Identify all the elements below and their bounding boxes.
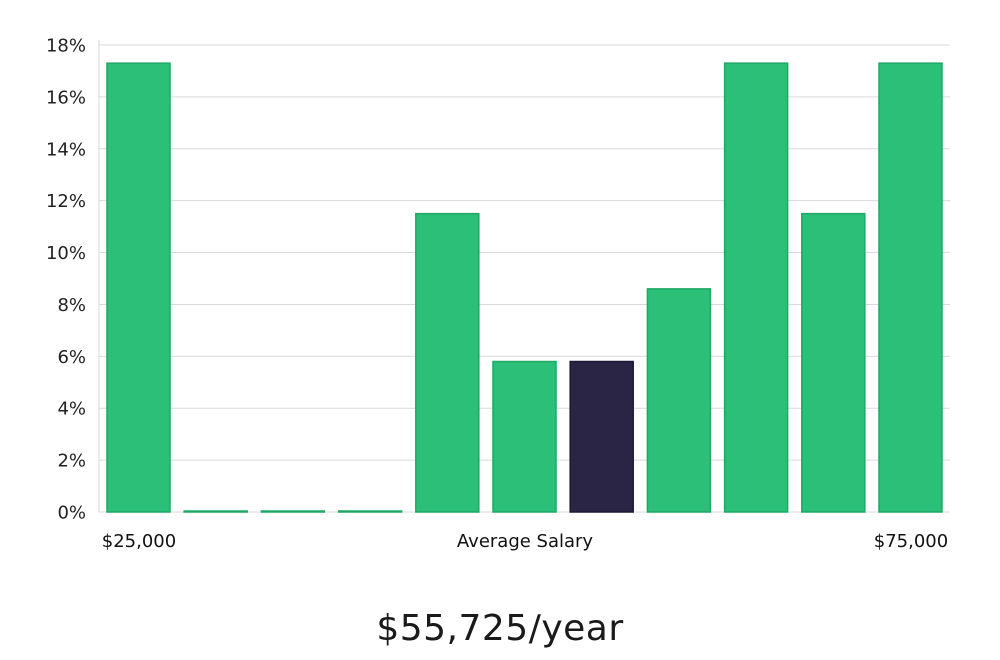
bar-3 (260, 510, 326, 513)
x-label-average: Average Salary (457, 531, 594, 552)
x-label-max: $75,000 (874, 531, 948, 552)
y-tick-label: 12% (46, 191, 86, 212)
bar-11 (878, 62, 943, 513)
bar-5 (415, 212, 480, 513)
bar-6 (492, 360, 557, 513)
bar-8 (646, 288, 712, 513)
bar-4 (337, 510, 403, 513)
bar-1 (106, 62, 171, 513)
y-tick-label: 0% (57, 503, 86, 524)
y-tick-label: 2% (57, 451, 86, 472)
salary-distribution-chart: 0% 2% 4% 6% 8% 10% 12% 14% 16% 18% $25,000 Averag… (46, 36, 950, 552)
bar-9 (723, 62, 789, 513)
bars (106, 62, 943, 513)
average-salary-value: $55,725/year (376, 608, 624, 649)
y-tick-label: 16% (46, 87, 86, 108)
y-tick-label: 4% (57, 399, 86, 420)
x-label-min: $25,000 (102, 531, 176, 552)
bar-2 (183, 510, 248, 513)
y-tick-label: 18% (46, 36, 86, 57)
x-axis-labels: $25,000 Average Salary $75,000 (102, 531, 948, 552)
y-tick-label: 6% (57, 347, 86, 368)
y-tick-label: 14% (46, 139, 86, 160)
y-tick-label: 10% (46, 243, 86, 264)
y-axis-ticks: 0% 2% 4% 6% 8% 10% 12% 14% 16% 18% (46, 36, 86, 524)
bar-10 (801, 212, 866, 513)
y-tick-label: 8% (57, 295, 86, 316)
bar-average-salary (569, 360, 634, 513)
gridlines (99, 44, 950, 513)
